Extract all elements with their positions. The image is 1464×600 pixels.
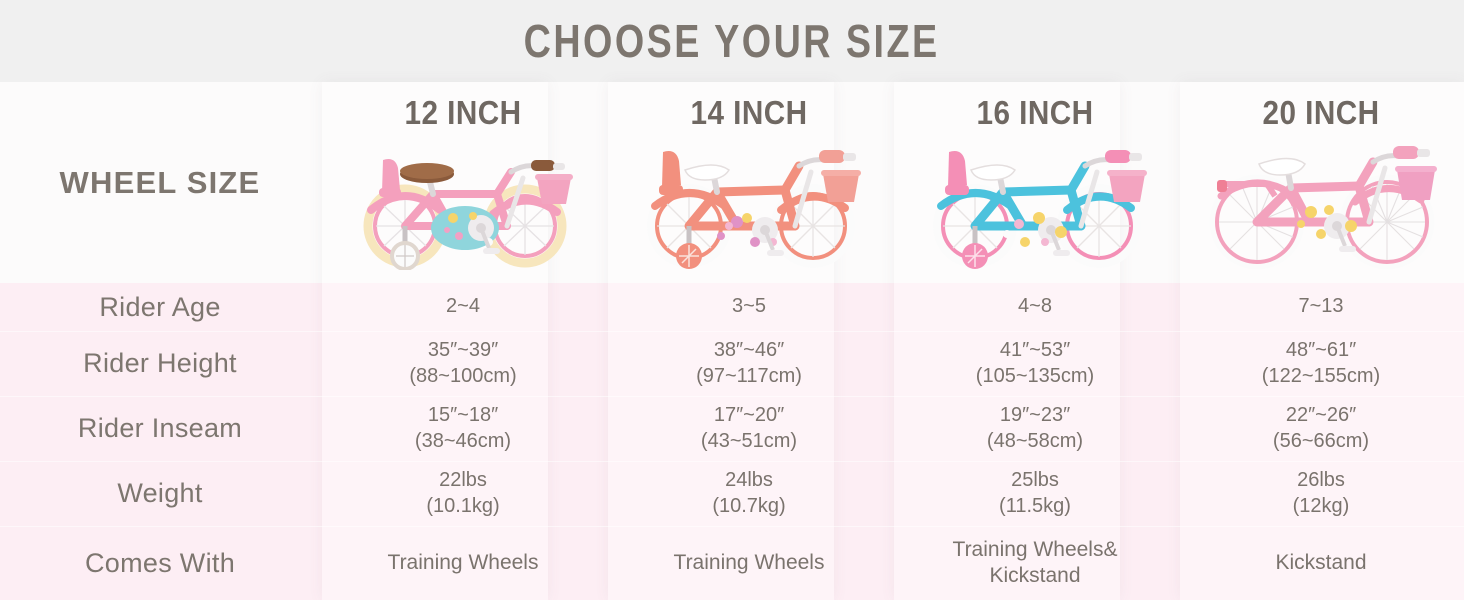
cell-rider-age-3: 7~13 — [1178, 283, 1464, 331]
cell-rider-height-3: 48″~61″ (122~155cm) — [1178, 331, 1464, 396]
row-label-text: Weight — [117, 478, 203, 508]
comparison-table: WHEEL SIZE 12 INCH — [0, 82, 1464, 600]
cell-comes-with-3: Kickstand — [1178, 526, 1464, 600]
cell-value: 22″~26″ (56~66cm) — [1272, 403, 1370, 452]
cell-rider-height-2: 41″~53″ (105~135cm) — [892, 331, 1178, 396]
cell-rider-age-0: 2~4 — [320, 283, 606, 331]
bike-image-16-inch — [917, 134, 1153, 274]
cell-value: 25lbs (11.5kg) — [999, 468, 1071, 517]
column-header-0: 12 INCH — [320, 82, 606, 283]
column-header-label: 16 INCH — [976, 94, 1094, 131]
cell-rider-inseam-2: 19″~23″ (48~58cm) — [892, 396, 1178, 461]
column-header-label: 14 INCH — [690, 94, 808, 131]
cell-rider-height-1: 38″~46″ (97~117cm) — [606, 331, 892, 396]
row-separator — [0, 331, 1464, 332]
row-label-text: Rider Inseam — [77, 413, 243, 443]
row-label-rider-height: Rider Height — [0, 331, 320, 396]
cell-value: Kickstand — [1275, 550, 1367, 574]
cell-comes-with-0: Training Wheels — [320, 526, 606, 600]
cell-rider-inseam-0: 15″~18″ (38~46cm) — [320, 396, 606, 461]
row-separator — [0, 396, 1464, 397]
cell-rider-inseam-1: 17″~20″ (43~51cm) — [606, 396, 892, 461]
table-grid: WHEEL SIZE 12 INCH — [0, 82, 1464, 600]
row-label-wheel-size: WHEEL SIZE — [0, 82, 320, 283]
row-label-text: Comes With — [84, 547, 236, 578]
column-header-1: 14 INCH — [606, 82, 892, 283]
cell-value: 4~8 — [1018, 295, 1052, 318]
row-label-text: Rider Height — [83, 348, 237, 378]
cell-value: 15″~18″ (38~46cm) — [414, 403, 512, 452]
cell-comes-with-2: Training Wheels& Kickstand — [892, 526, 1178, 600]
cell-value: 22lbs (10.1kg) — [426, 468, 500, 517]
row-label-rider-age: Rider Age — [0, 283, 320, 331]
cell-rider-height-0: 35″~39″ (88~100cm) — [320, 331, 606, 396]
cell-value: 24lbs (10.7kg) — [712, 468, 786, 517]
cell-value: Training Wheels — [387, 550, 539, 574]
cell-value: 38″~46″ (97~117cm) — [696, 338, 802, 387]
cell-value: Training Wheels& Kickstand — [952, 537, 1118, 587]
title-band: CHOOSE YOUR SIZE — [0, 0, 1464, 82]
row-label-text: WHEEL SIZE — [59, 164, 261, 200]
column-header-3: 20 INCH — [1178, 82, 1464, 283]
cell-weight-2: 25lbs (11.5kg) — [892, 461, 1178, 526]
row-separator — [0, 526, 1464, 527]
cell-value: 19″~23″ (48~58cm) — [986, 403, 1084, 452]
cell-weight-1: 24lbs (10.7kg) — [606, 461, 892, 526]
cell-value: 7~13 — [1298, 295, 1344, 318]
bike-image-12-inch — [345, 134, 581, 274]
cell-rider-age-1: 3~5 — [606, 283, 892, 331]
cell-value: 17″~20″ (43~51cm) — [700, 403, 798, 452]
pink-stripe — [0, 283, 1464, 600]
row-label-comes-with: Comes With — [0, 526, 320, 600]
column-header-2: 16 INCH — [892, 82, 1178, 283]
row-label-weight: Weight — [0, 461, 320, 526]
row-label-rider-inseam: Rider Inseam — [0, 396, 320, 461]
row-separator — [0, 461, 1464, 462]
cell-comes-with-1: Training Wheels — [606, 526, 892, 600]
column-header-label: 20 INCH — [1262, 94, 1380, 131]
bike-image-14-inch — [631, 134, 867, 274]
cell-value: 41″~53″ (105~135cm) — [975, 338, 1095, 387]
cell-value: 2~4 — [446, 295, 480, 318]
page-title: CHOOSE YOUR SIZE — [524, 15, 940, 67]
cell-value: Training Wheels — [673, 550, 825, 574]
bike-image-20-inch — [1203, 134, 1439, 274]
cell-weight-0: 22lbs (10.1kg) — [320, 461, 606, 526]
cell-value: 48″~61″ (122~155cm) — [1261, 338, 1381, 387]
cell-rider-age-2: 4~8 — [892, 283, 1178, 331]
column-header-label: 12 INCH — [404, 94, 522, 131]
cell-weight-3: 26lbs (12kg) — [1178, 461, 1464, 526]
cell-value: 3~5 — [732, 295, 766, 318]
row-label-text: Rider Age — [99, 291, 221, 322]
cell-value: 26lbs (12kg) — [1292, 468, 1350, 517]
cell-value: 35″~39″ (88~100cm) — [409, 338, 517, 387]
cell-rider-inseam-3: 22″~26″ (56~66cm) — [1178, 396, 1464, 461]
